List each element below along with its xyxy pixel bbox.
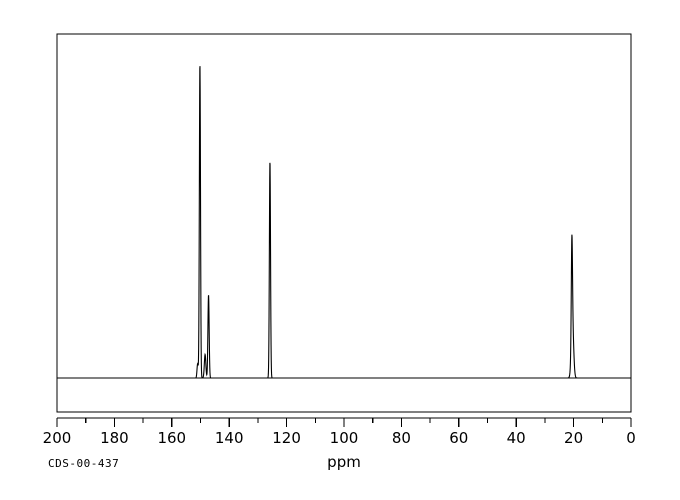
x-axis-tick-label: 40 — [507, 429, 526, 447]
x-axis-ticks — [56, 418, 632, 427]
x-axis-tick-label: 200 — [43, 429, 72, 447]
x-axis-tick-label: 180 — [100, 429, 129, 447]
x-axis-title: ppm — [327, 453, 361, 471]
x-axis-tick-label: 140 — [215, 429, 244, 447]
x-axis-tick-label: 80 — [392, 429, 411, 447]
plot-frame — [56, 33, 632, 413]
x-axis-tick-label: 160 — [157, 429, 186, 447]
x-axis-tick-label: 100 — [330, 429, 359, 447]
x-axis-tick-labels: 200 180 160 140 120 100 80 60 40 20 0 — [43, 429, 636, 447]
x-axis-tick-label: 20 — [564, 429, 583, 447]
sample-id-label: CDS-00-437 — [48, 457, 119, 470]
x-axis-tick-label: 60 — [449, 429, 468, 447]
x-axis-tick-label: 120 — [272, 429, 301, 447]
x-axis-tick-label: 0 — [626, 429, 636, 447]
spectrum-trace — [57, 66, 631, 379]
